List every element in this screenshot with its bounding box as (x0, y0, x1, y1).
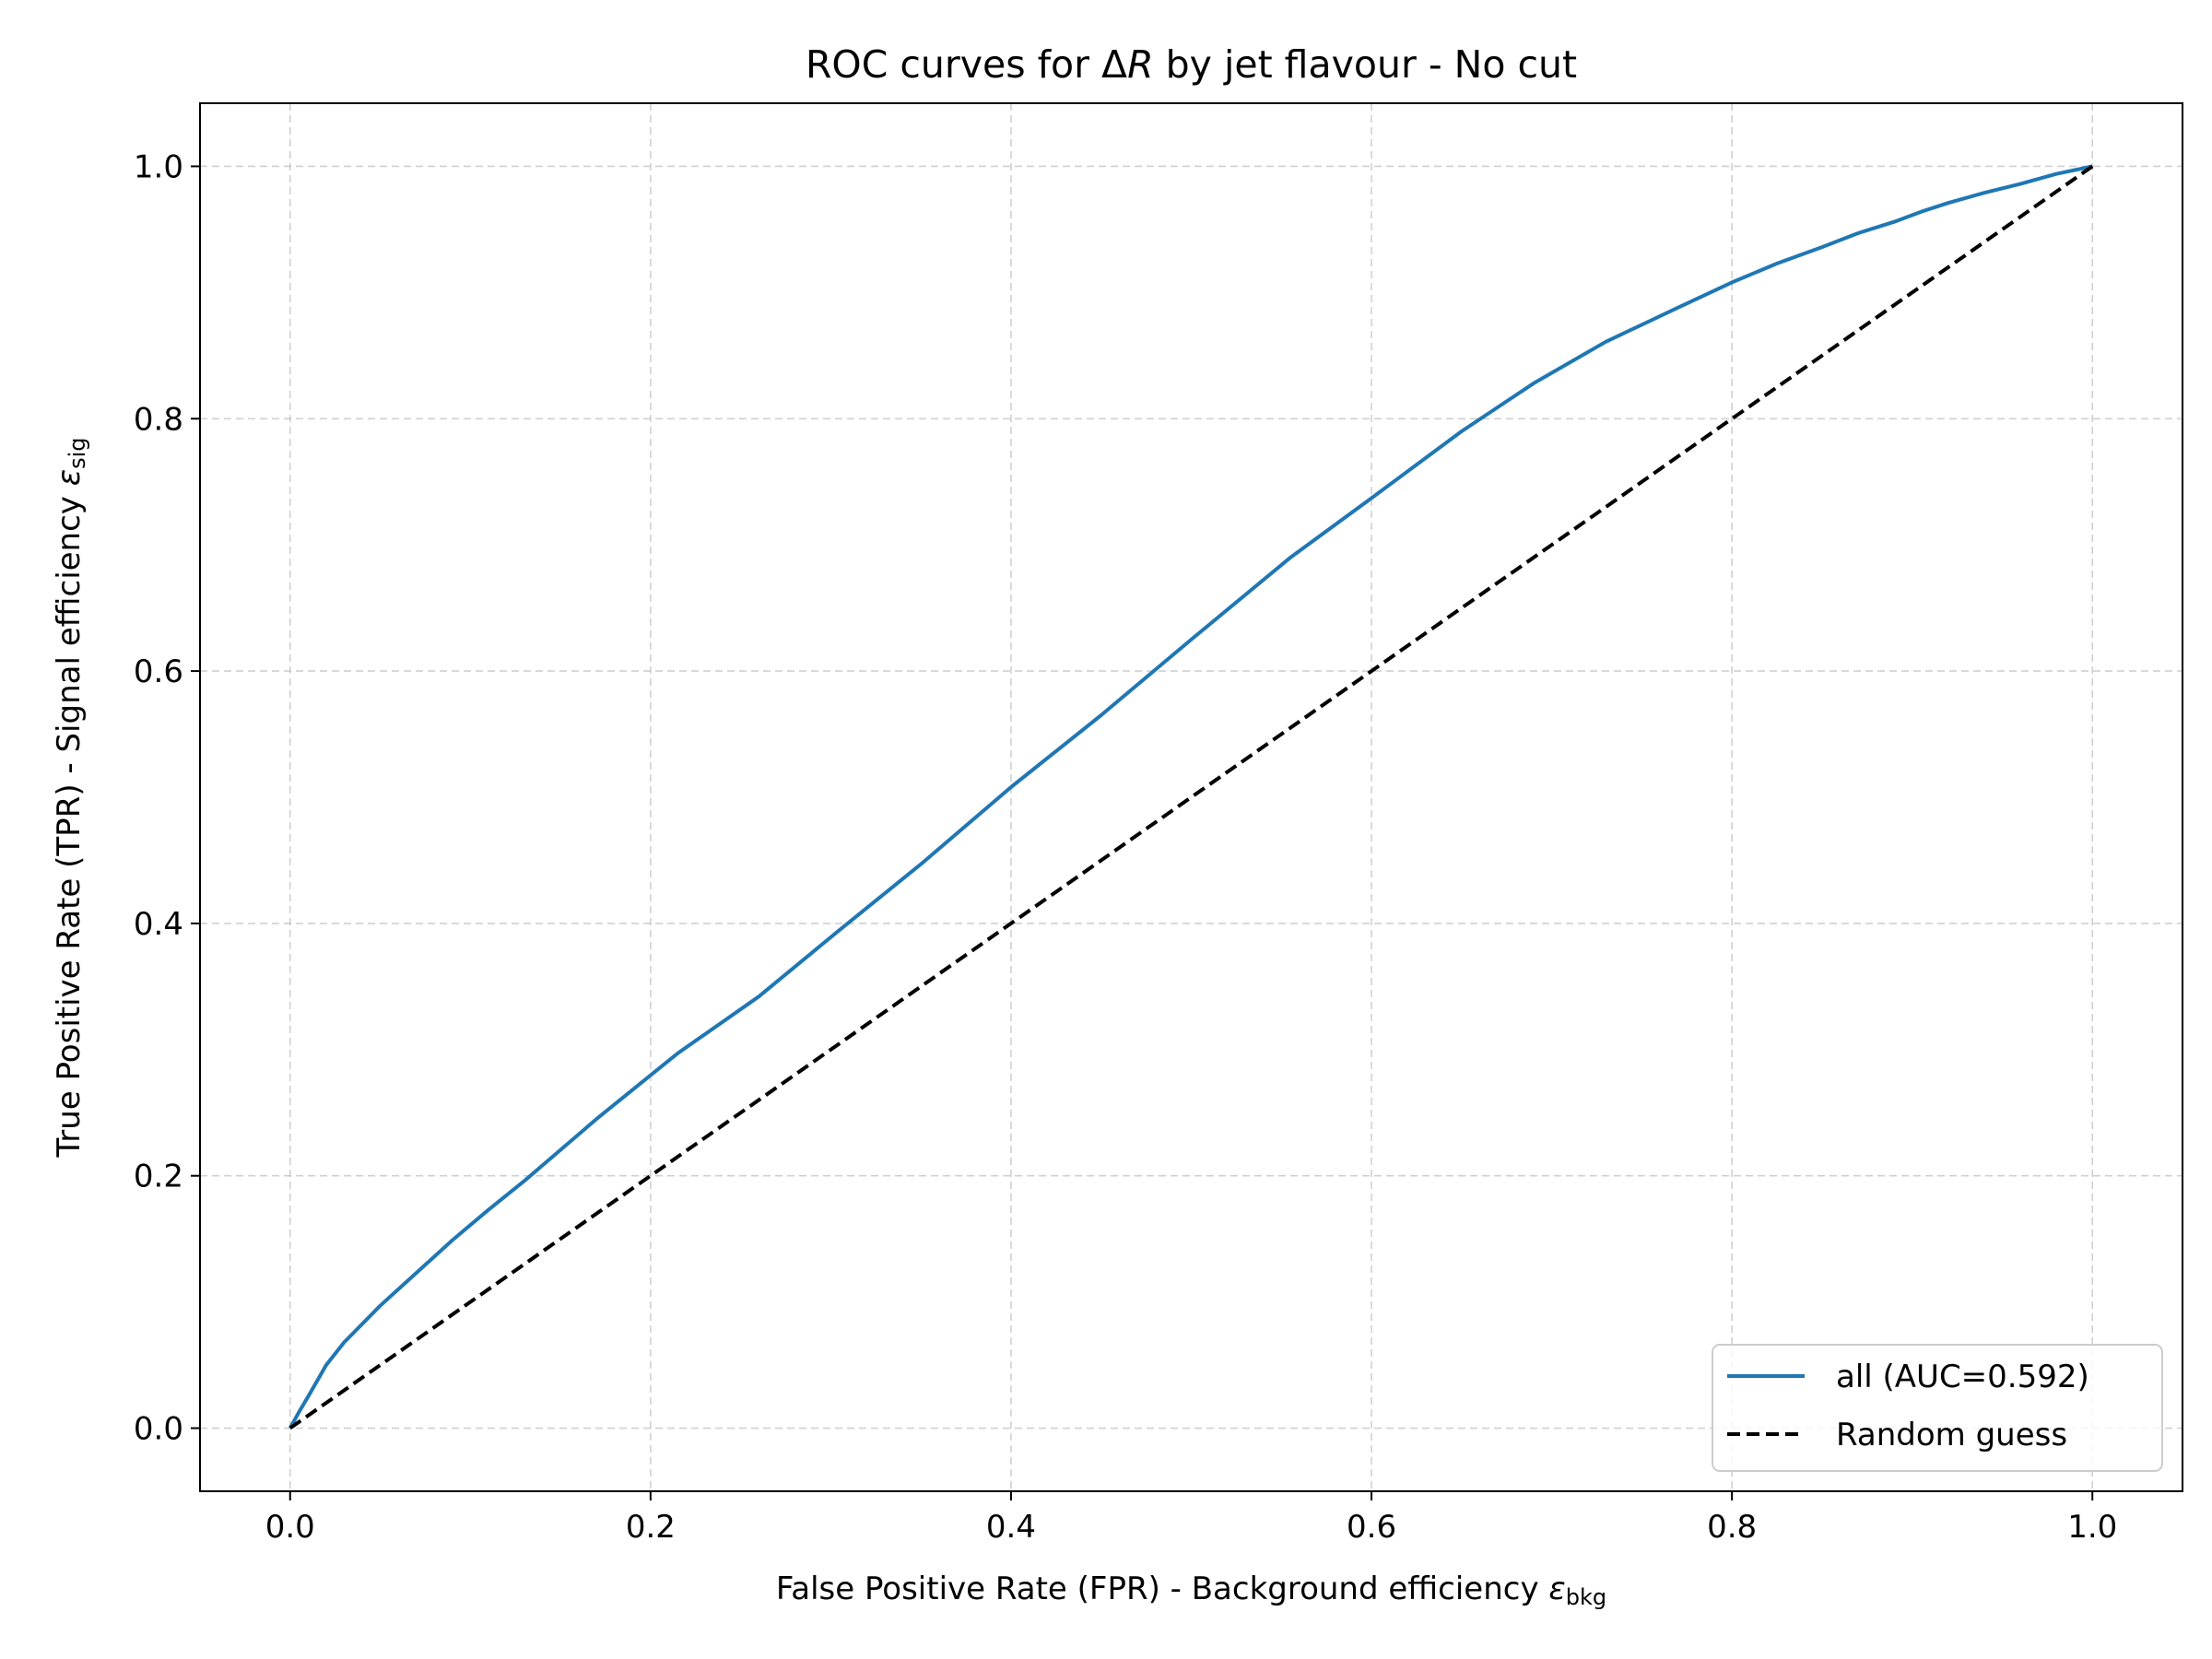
series-line-0 (288, 164, 2093, 1430)
y-tick-label: 1.0 (134, 148, 183, 185)
x-tick-label: 1.0 (2067, 1509, 2117, 1546)
y-tick-label: 0.4 (134, 906, 183, 943)
x-axis-title: False Positive Rate (FPR) - Background e… (776, 1571, 1606, 1610)
x-tick-label: 0.6 (1347, 1509, 1396, 1546)
grid (200, 103, 2183, 1491)
x-tick-label: 0.0 (265, 1509, 315, 1546)
plot-frame (199, 102, 2183, 1492)
x-tick-label: 0.2 (626, 1509, 676, 1546)
legend-label: all (AUC=0.592) (1836, 1359, 2089, 1395)
chart-title: ROC curves for ΔR by jet flavour - No cu… (806, 42, 1577, 87)
y-tick-label: 0.6 (134, 653, 183, 690)
x-tick-label: 0.4 (986, 1509, 1036, 1546)
y-tick-label: 0.0 (134, 1411, 183, 1448)
legend: all (AUC=0.592) Random guess (1712, 1344, 2163, 1472)
y-axis-title: True Positive Rate (TPR) - Signal effici… (51, 437, 90, 1158)
axis-ticks: 0.0 0.2 0.4 0.6 0.8 1.0 0.0 0.2 0.4 0.6 0.8 1.0 (134, 148, 2117, 1546)
y-tick-label: 0.2 (134, 1159, 183, 1195)
legend-box (1712, 1344, 2163, 1472)
legend-label: Random guess (1836, 1417, 2067, 1453)
y-tick-label: 0.8 (134, 401, 183, 438)
x-tick-label: 0.8 (1707, 1509, 1757, 1546)
series-layer (288, 164, 2094, 1430)
